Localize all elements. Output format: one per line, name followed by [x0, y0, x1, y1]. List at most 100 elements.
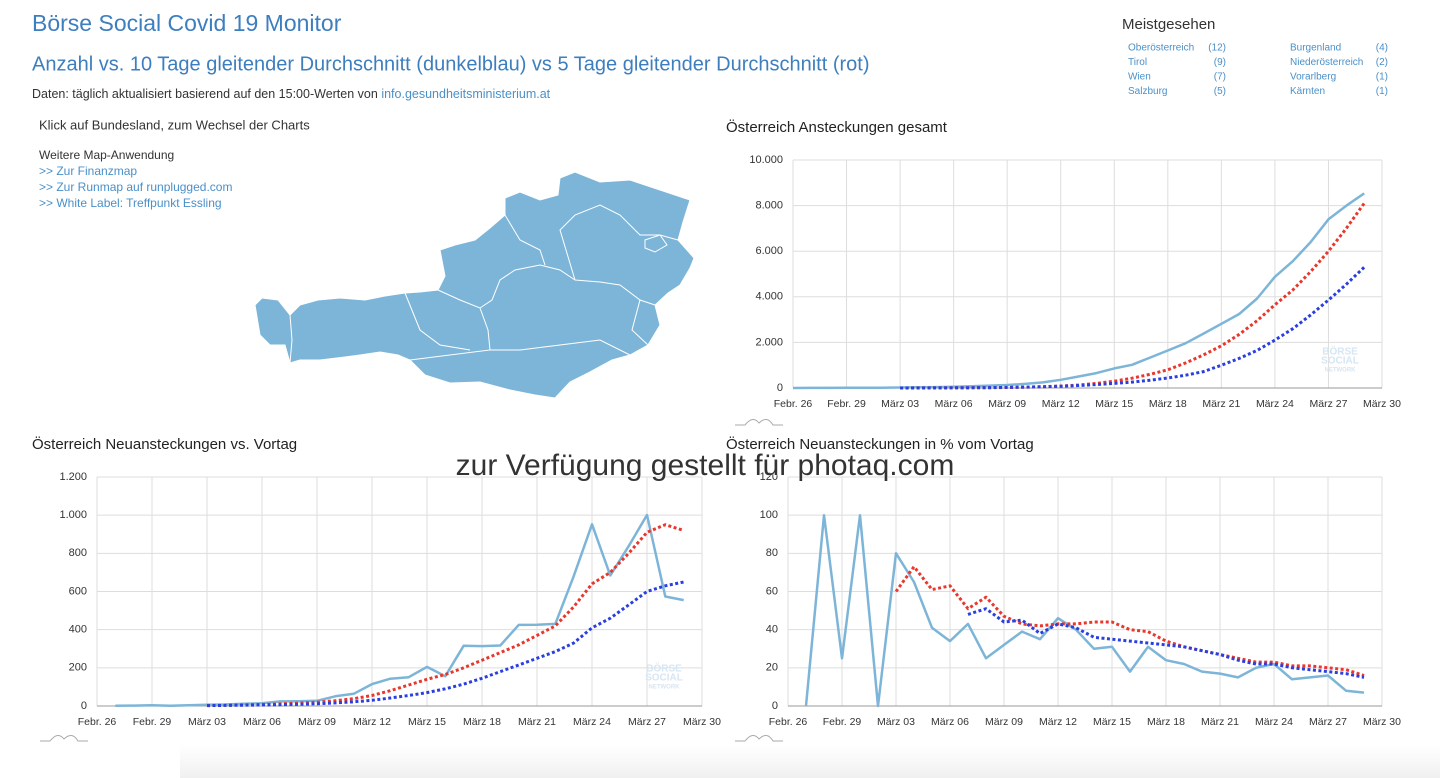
series-line	[804, 513, 1365, 708]
x-tick-label: März 18	[1147, 716, 1185, 728]
series-line	[900, 202, 1366, 390]
most-viewed-name[interactable]: Oberösterreich	[1128, 43, 1194, 54]
x-tick-label: März 27	[1309, 398, 1347, 410]
most-viewed-name[interactable]: Salzburg	[1128, 86, 1167, 97]
y-tick-label: 400	[69, 624, 87, 636]
logo-text: SOCIAL	[645, 673, 683, 684]
most-viewed-name[interactable]: Burgenland	[1290, 43, 1341, 54]
charts: Österreich Ansteckungen gesamt 0 2.000 4.00…	[32, 118, 1401, 742]
logo-text: SOCIAL	[1321, 356, 1359, 367]
most-viewed-name[interactable]: Niederösterreich	[1290, 57, 1363, 68]
y-tick-label: 2.000	[755, 336, 783, 348]
y-tick-label: 600	[69, 585, 87, 597]
y-tick-label: 40	[766, 624, 778, 636]
map-link[interactable]: >> White Label: Treffpunkt Essling	[39, 196, 222, 210]
y-tick-label: 100	[760, 509, 778, 521]
x-tick-label: März 21	[518, 716, 556, 728]
bottom-shade	[180, 745, 1440, 778]
y-tick-label: 0	[777, 382, 783, 394]
most-viewed-title: Meistgesehen	[1122, 16, 1215, 33]
x-tick-label: März 09	[298, 716, 336, 728]
x-tick-label: Febr. 26	[769, 716, 808, 728]
x-tick-label: März 30	[1363, 716, 1401, 728]
x-tick-label: März 18	[463, 716, 501, 728]
x-tick-label: März 24	[573, 716, 611, 728]
y-tick-label: 20	[766, 662, 778, 674]
logo-icon	[735, 735, 783, 742]
most-viewed-list: Oberösterreich (12) Tirol (9) Wien (7) Salzbur…	[1128, 43, 1388, 98]
y-tick-label: 60	[766, 585, 778, 597]
y-tick-label: 0	[772, 700, 778, 712]
austria-map[interactable]	[254, 171, 695, 399]
x-tick-label: März 03	[881, 398, 919, 410]
logo-icon	[735, 419, 783, 426]
x-tick-label: März 24	[1256, 398, 1294, 410]
x-tick-label: März 15	[408, 716, 446, 728]
most-viewed-count: (1)	[1376, 86, 1388, 97]
line-chart: Österreich Neuansteckungen in % vom Vort…	[726, 435, 1401, 742]
logo-text: BÖRSE	[1322, 345, 1358, 358]
chart-title: Österreich Neuansteckungen in % vom Vort…	[726, 435, 1034, 453]
page-title: Börse Social Covid 19 Monitor	[32, 10, 342, 36]
map-hint: Klick auf Bundesland, zum Wechsel der Ch…	[39, 117, 310, 132]
source-line: Daten: täglich aktualisiert basierend au…	[32, 87, 551, 101]
y-tick-label: 0	[81, 700, 87, 712]
series-line	[792, 192, 1365, 390]
x-tick-label: Febr. 29	[827, 398, 866, 410]
x-tick-label: März 12	[1042, 398, 1080, 410]
logo-text: NETWORK	[649, 685, 681, 691]
y-tick-label: 800	[69, 547, 87, 559]
x-tick-label: März 30	[683, 716, 721, 728]
series-line	[115, 513, 684, 708]
series-line	[967, 607, 1365, 679]
x-tick-label: März 18	[1149, 398, 1187, 410]
most-viewed-name[interactable]: Tirol	[1128, 57, 1147, 68]
logo-text: BÖRSE	[646, 662, 682, 675]
y-tick-label: 1.200	[59, 471, 87, 483]
y-tick-label: 80	[766, 547, 778, 559]
x-tick-label: März 09	[985, 716, 1023, 728]
y-tick-label: 120	[760, 471, 778, 483]
most-viewed-name[interactable]: Kärnten	[1290, 86, 1325, 97]
x-tick-label: März 30	[1363, 398, 1401, 410]
most-viewed-count: (12)	[1208, 43, 1226, 54]
y-tick-label: 10.000	[749, 154, 783, 166]
x-tick-label: März 12	[1039, 716, 1077, 728]
y-tick-label: 200	[69, 662, 87, 674]
x-tick-label: März 06	[935, 398, 973, 410]
logo-text: NETWORK	[1325, 368, 1357, 374]
most-viewed-count: (5)	[1214, 86, 1226, 97]
map-link[interactable]: >> Zur Finanzmap	[39, 164, 137, 178]
most-viewed-name[interactable]: Wien	[1128, 72, 1151, 83]
x-tick-label: März 12	[353, 716, 391, 728]
x-tick-label: März 15	[1095, 398, 1133, 410]
most-viewed-count: (4)	[1376, 43, 1388, 54]
line-chart: Österreich Neuansteckungen vs. Vortag 0 20…	[32, 435, 721, 742]
x-tick-label: März 06	[931, 716, 969, 728]
map-link[interactable]: >> Zur Runmap auf runplugged.com	[39, 180, 232, 194]
series-line	[900, 266, 1366, 390]
y-tick-label: 6.000	[755, 245, 783, 257]
x-tick-label: März 03	[188, 716, 226, 728]
x-tick-label: Febr. 26	[774, 398, 813, 410]
x-tick-label: März 15	[1093, 716, 1131, 728]
chart-title: Österreich Neuansteckungen vs. Vortag	[32, 435, 297, 453]
more-title: Weitere Map-Anwendung	[39, 148, 174, 162]
x-tick-label: März 27	[1309, 716, 1347, 728]
x-tick-label: März 21	[1201, 716, 1239, 728]
x-tick-label: März 09	[988, 398, 1026, 410]
series-line	[894, 565, 1365, 677]
x-tick-label: Febr. 29	[823, 716, 862, 728]
x-tick-label: März 03	[877, 716, 915, 728]
page-subtitle: Anzahl vs. 10 Tage gleitender Durchschni…	[32, 53, 870, 75]
series-line	[206, 580, 685, 708]
x-tick-label: Febr. 26	[78, 716, 117, 728]
source-text: Daten: täglich aktualisiert basierend au…	[32, 87, 378, 101]
x-tick-label: März 06	[243, 716, 281, 728]
logo-icon	[40, 735, 88, 742]
source-link[interactable]: info.gesundheitsministerium.at	[381, 87, 550, 101]
most-viewed-name[interactable]: Vorarlberg	[1290, 72, 1336, 83]
line-chart: Österreich Ansteckungen gesamt 0 2.000 4.00…	[726, 118, 1401, 426]
y-tick-label: 8.000	[755, 200, 783, 212]
